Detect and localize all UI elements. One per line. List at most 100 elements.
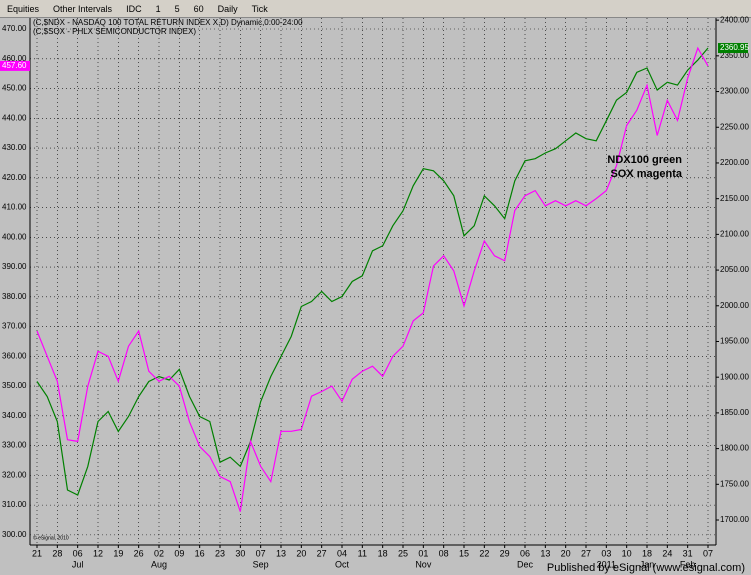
x-tick-label: 16	[195, 548, 205, 558]
footer: Published by eSignal (www.esignal.com)	[547, 562, 745, 574]
series-line	[36, 46, 709, 512]
y-tick-label: 390.00	[2, 262, 27, 271]
y2-tick-label: 2200.00	[720, 158, 749, 167]
last-value-box	[718, 43, 748, 54]
y-tick-label: 370.00	[2, 322, 27, 331]
y2-tick-label: 1800.00	[720, 444, 749, 453]
toolbar-item[interactable]: Daily	[217, 3, 238, 14]
y-tick-label: 410.00	[2, 203, 27, 212]
x-tick-label: 06	[520, 548, 530, 558]
x-tick-label: 19	[113, 548, 123, 558]
last-value-label: 2360.95	[720, 43, 749, 52]
y-tick-label: 380.00	[2, 292, 27, 301]
month-label: Dec	[517, 559, 534, 569]
y2-tick-label: 1900.00	[720, 372, 749, 381]
x-tick-label: 30	[235, 548, 245, 558]
y-tick-label: 310.00	[2, 500, 27, 509]
month-label: Oct	[335, 559, 350, 569]
y-tick-label: 430.00	[2, 143, 27, 152]
y2-tick-label: 2300.00	[720, 87, 749, 96]
legend-sox: (C,$SOX - PHLX SEMICONDUCTOR INDEX)	[33, 27, 196, 36]
legend-ndx: (C,$NDX - NASDAQ 100 TOTAL RETURN INDEX …	[33, 18, 303, 27]
x-tick-label: 18	[378, 548, 388, 558]
x-tick-label: 02	[154, 548, 164, 558]
last-value-label: 457.60	[2, 61, 27, 70]
y2-tick-label: 2350.00	[720, 51, 749, 60]
x-tick-label: 24	[662, 548, 672, 558]
y-tick-label: 300.00	[2, 530, 27, 539]
toolbar-item[interactable]: 60	[193, 3, 204, 14]
month-label: Nov	[415, 559, 432, 569]
y2-tick-label: 2050.00	[720, 265, 749, 274]
x-tick-label: 25	[398, 548, 408, 558]
background	[0, 18, 751, 575]
y2-tick-label: 2000.00	[720, 301, 749, 310]
y-tick-label: 320.00	[2, 470, 27, 479]
x-tick-label: 20	[561, 548, 571, 558]
x-tick-label: 26	[134, 548, 144, 558]
annotation: SOX magenta	[610, 168, 682, 180]
y-tick-label: 400.00	[2, 232, 27, 241]
x-tick-label: 07	[256, 548, 266, 558]
y-tick-label: 330.00	[2, 441, 27, 450]
x-tick-label: 03	[601, 548, 611, 558]
y-tick-label: 340.00	[2, 411, 27, 420]
last-value-box	[0, 60, 30, 71]
x-tick-label: 22	[479, 548, 489, 558]
y2-tick-label: 2250.00	[720, 122, 749, 131]
month-label: Feb	[680, 559, 696, 569]
y2-tick-label: 1700.00	[720, 515, 749, 524]
y-tick-label: 350.00	[2, 381, 27, 390]
y2-tick-label: 1950.00	[720, 337, 749, 346]
toolbar-item[interactable]: Tick	[251, 3, 268, 14]
toolbar-item[interactable]: Equities	[7, 3, 40, 14]
toolbar-item[interactable]: Other Intervals	[53, 3, 113, 14]
y-tick-label: 420.00	[2, 173, 27, 182]
y2-tick-label: 1750.00	[720, 479, 749, 488]
y2-tick-label: 2100.00	[720, 229, 749, 238]
x-tick-label: 21	[32, 548, 42, 558]
x-tick-label: 31	[683, 548, 693, 558]
toolbar: Equities Other Intervals IDC 1 5 60 Daily Tick	[0, 0, 751, 18]
toolbar-item[interactable]: IDC	[126, 3, 142, 14]
annotation: NDX100 green	[607, 154, 682, 166]
y-tick-label: 450.00	[2, 84, 27, 93]
y-tick-label: 360.00	[2, 351, 27, 360]
month-label: Sep	[253, 559, 269, 569]
y-tick-label: 470.00	[2, 24, 27, 33]
x-tick-label: 18	[642, 548, 652, 558]
y-tick-label: 440.00	[2, 113, 27, 122]
series-line	[36, 47, 709, 496]
x-tick-label: 13	[540, 548, 550, 558]
x-tick-label: 12	[93, 548, 103, 558]
plot	[36, 46, 709, 512]
x-tick-label: 08	[439, 548, 449, 558]
x-tick-label: 20	[296, 548, 306, 558]
month-label: Jul	[72, 559, 84, 569]
y2-tick-label: 2150.00	[720, 194, 749, 203]
toolbar-item[interactable]: 5	[174, 3, 180, 14]
toolbar-item[interactable]: 1	[155, 3, 161, 14]
month-label: Jan	[640, 559, 655, 569]
x-tick-label: 09	[174, 548, 184, 558]
month-label: Aug	[151, 559, 167, 569]
x-tick-label: 15	[459, 548, 469, 558]
y2-tick-label: 1850.00	[720, 408, 749, 417]
x-tick-label: 04	[337, 548, 347, 558]
x-tick-label: 13	[276, 548, 286, 558]
y-tick-label: 460.00	[2, 54, 27, 63]
y2-tick-label: 2400.00	[720, 15, 749, 24]
x-tick-label: 27	[581, 548, 591, 558]
x-tick-label: 29	[500, 548, 510, 558]
x-tick-label: 28	[52, 548, 62, 558]
x-tick-label: 27	[317, 548, 327, 558]
x-tick-label: 01	[418, 548, 428, 558]
x-tick-label: 23	[215, 548, 225, 558]
x-tick-label: 10	[622, 548, 632, 558]
month-label: 2011	[597, 559, 616, 569]
x-tick-label: 07	[703, 548, 713, 558]
x-tick-label: 06	[73, 548, 83, 558]
x-tick-label: 11	[358, 548, 367, 558]
